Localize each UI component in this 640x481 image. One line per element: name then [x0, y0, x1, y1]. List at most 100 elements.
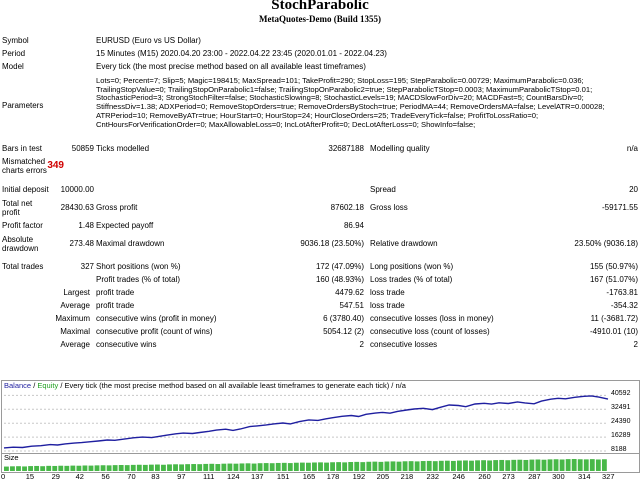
symbol-value: EURUSD (Euro vs US Dollar)	[96, 36, 201, 45]
size-bar	[155, 464, 160, 471]
absdd-value: 273.48	[69, 239, 94, 248]
spread-value: 20	[629, 185, 638, 194]
y-tick-label: 8188	[611, 446, 627, 453]
period-label: Period	[2, 49, 26, 58]
size-bar	[191, 464, 197, 471]
long-value: 155 (50.97%)	[589, 262, 638, 271]
x-tick-label: 97	[177, 472, 186, 481]
size-bar	[136, 464, 142, 471]
size-bar	[571, 459, 577, 471]
x-tick-label: 218	[400, 472, 414, 481]
size-bar	[221, 463, 227, 471]
x-tick-label: 56	[101, 472, 110, 481]
size-bar	[360, 462, 366, 471]
legend-sep: /	[31, 381, 38, 390]
parameters-label: Parameters	[2, 101, 44, 110]
largest-label: Largest	[63, 288, 90, 297]
size-bar	[299, 462, 305, 471]
size-bar	[589, 459, 595, 471]
size-bar	[239, 463, 245, 471]
maxdd-value: 9036.18 (23.50%)	[300, 239, 364, 248]
size-bar	[275, 462, 281, 471]
x-tick-label: 165	[302, 472, 316, 481]
size-bar	[523, 459, 529, 471]
payoff-label: Expected payoff	[96, 221, 154, 230]
ptrades-value: 160 (48.93%)	[315, 275, 364, 284]
size-bar	[330, 462, 335, 471]
size-bar	[493, 460, 499, 471]
size-bar	[384, 461, 390, 471]
absdd-label-1: Absolute	[2, 235, 34, 244]
size-bar	[559, 459, 565, 471]
size-bar	[257, 463, 263, 471]
size-bar	[293, 462, 299, 471]
x-tick-label: 192	[352, 472, 366, 481]
size-bar	[475, 460, 480, 471]
max-wins-label: consecutive wins (profit in money)	[96, 314, 217, 323]
size-bar	[197, 464, 203, 471]
trades-value: 327	[80, 262, 94, 271]
legend-equity: Equity	[37, 381, 59, 390]
grossloss-label: Gross loss	[370, 203, 408, 212]
average-loss-label: loss trade	[370, 301, 405, 310]
x-tick-label: 124	[227, 472, 240, 481]
size-bar	[233, 463, 239, 471]
size-bar	[76, 465, 82, 471]
ptrades-label: Profit trades (% of total)	[96, 275, 181, 284]
size-bar	[583, 459, 589, 471]
deposit-label: Initial deposit	[2, 185, 49, 194]
avg-cons-label: Average	[60, 340, 90, 349]
pf-label: Profit factor	[2, 221, 43, 230]
x-tick-label: 70	[127, 472, 136, 481]
size-bar	[366, 461, 372, 471]
size-bar	[499, 459, 505, 471]
maximal-loss-value: -4910.01 (10)	[589, 327, 638, 336]
size-bar	[46, 465, 52, 471]
x-tick-label: 260	[478, 472, 491, 481]
mismatch-label-1: Mismatched	[2, 157, 46, 166]
size-bar	[432, 461, 438, 471]
model-label: Model	[2, 62, 24, 71]
size-bar	[487, 460, 493, 471]
size-bar	[142, 464, 148, 471]
size-bar	[505, 460, 511, 471]
bars-label: Bars in test	[2, 144, 43, 153]
size-panel	[1, 453, 640, 473]
balance-chart	[1, 380, 640, 454]
y-tick-label: 32491	[611, 404, 631, 412]
largest-profit-value: 4479.62	[335, 288, 364, 297]
size-bar	[100, 465, 106, 471]
max-losses-label: consecutive losses (loss in money)	[370, 314, 494, 323]
size-bar	[88, 465, 94, 471]
quality-value: n/a	[626, 144, 638, 153]
largest-loss-label: loss trade	[370, 288, 405, 297]
ltrades-value: 167 (51.07%)	[589, 275, 638, 284]
max-wins-value: 6 (3780.40)	[323, 314, 364, 323]
average-profit-value: 547.51	[339, 301, 364, 310]
long-label: Long positions (won %)	[370, 262, 454, 271]
size-bar	[553, 459, 559, 471]
x-tick-label: 314	[577, 472, 591, 481]
size-bar	[281, 462, 287, 471]
size-bar	[203, 463, 209, 471]
size-bar	[106, 465, 112, 471]
size-bar	[565, 459, 571, 471]
average-profit-label: profit trade	[96, 301, 135, 310]
max-losses-value: 11 (-3681.72)	[590, 314, 638, 323]
x-tick-label: 287	[528, 472, 541, 481]
maximal-loss-label: consecutive loss (count of losses)	[370, 327, 490, 336]
size-bar	[148, 464, 154, 471]
size-bar	[209, 463, 215, 471]
size-bar	[70, 465, 76, 471]
size-bar	[463, 460, 468, 471]
size-bar	[10, 466, 15, 471]
y-tick-label: 16289	[611, 432, 631, 440]
size-bar	[167, 464, 172, 471]
size-bar	[22, 466, 27, 471]
trades-label: Total trades	[2, 262, 44, 271]
size-bar	[414, 461, 420, 471]
quality-label: Modelling quality	[370, 144, 430, 153]
avg-wins-value: 2	[359, 340, 364, 349]
maximal-label: Maximal	[60, 327, 90, 336]
size-bar	[342, 462, 348, 471]
